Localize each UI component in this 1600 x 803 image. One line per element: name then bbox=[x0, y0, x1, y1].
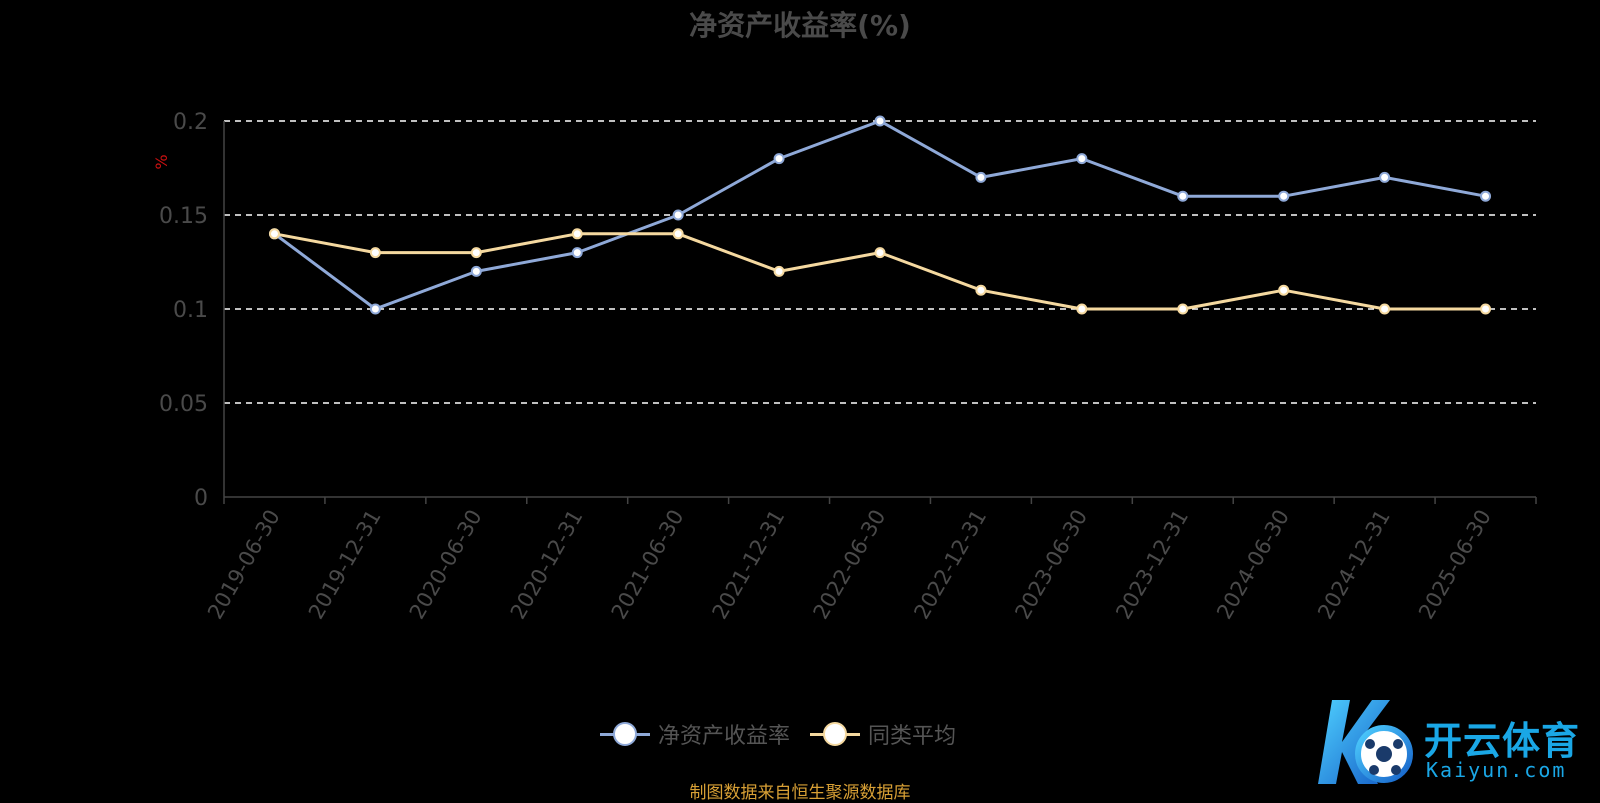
data-point-1 bbox=[268, 228, 280, 240]
x-tick-label: 2019-06-30 bbox=[203, 506, 285, 624]
data-point-0 bbox=[1278, 190, 1290, 202]
legend-swatch-roe bbox=[600, 721, 650, 747]
data-point-1 bbox=[369, 247, 381, 259]
source-note: 制图数据来自恒生聚源数据库 bbox=[689, 783, 911, 803]
x-tick-label: 2022-12-31 bbox=[909, 506, 991, 624]
y-tick-labels: 0 0.05 0.1 0.15 0.2 bbox=[159, 110, 208, 511]
data-point-1 bbox=[1379, 303, 1391, 315]
y-tick-label: 0.15 bbox=[159, 204, 208, 229]
x-tick-label: 2023-12-31 bbox=[1111, 506, 1193, 624]
series-lines bbox=[268, 115, 1492, 315]
data-point-0 bbox=[1379, 171, 1391, 183]
data-point-0 bbox=[773, 153, 785, 165]
y-tick-label: 0 bbox=[194, 486, 208, 511]
x-tick-label: 2024-06-30 bbox=[1212, 506, 1294, 624]
x-tick-label: 2021-12-31 bbox=[708, 506, 790, 624]
legend: 净资产收益率 同类平均 bbox=[600, 718, 956, 750]
legend-swatch-peer-average bbox=[810, 721, 861, 747]
data-point-1 bbox=[571, 228, 583, 240]
y-tick-label: 0.05 bbox=[159, 392, 208, 417]
data-point-0 bbox=[571, 247, 583, 259]
watermark-brand: 开云体育 bbox=[1424, 719, 1581, 763]
data-point-0 bbox=[369, 303, 381, 315]
legend-item-roe[interactable]: 净资产收益率 bbox=[600, 718, 790, 750]
series-line-1 bbox=[274, 232, 1486, 311]
x-tick-label: 2023-06-30 bbox=[1010, 506, 1092, 624]
legend-label-peer-average: 同类平均 bbox=[868, 724, 957, 749]
data-point-0 bbox=[1177, 190, 1189, 202]
x-tick-label: 2025-06-30 bbox=[1414, 506, 1496, 624]
x-tick-label: 2021-06-30 bbox=[607, 506, 689, 624]
x-tick-label: 2022-06-30 bbox=[809, 506, 891, 624]
watermark-sub: Kaiyun.com bbox=[1426, 758, 1567, 782]
data-point-0 bbox=[470, 265, 482, 277]
watermark-logo: 开云体育 Kaiyun.com bbox=[1312, 692, 1592, 792]
x-tick-label: 2024-12-31 bbox=[1313, 506, 1395, 624]
x-tick-labels: 2019-06-30 2019-12-31 2020-06-30 2020-12-31… bbox=[203, 506, 1496, 624]
data-point-1 bbox=[975, 284, 987, 296]
x-tick-label: 2019-12-31 bbox=[304, 506, 386, 624]
legend-item-peer-average[interactable]: 同类平均 bbox=[810, 718, 956, 750]
data-point-1 bbox=[1480, 303, 1492, 315]
legend-label-roe: 净资产收益率 bbox=[658, 724, 791, 749]
x-tick-label: 2020-12-31 bbox=[506, 506, 588, 624]
data-point-0 bbox=[1076, 153, 1088, 165]
data-point-1 bbox=[1177, 303, 1189, 315]
y-tick-label: 0.1 bbox=[173, 298, 208, 323]
data-point-1 bbox=[1076, 303, 1088, 315]
data-point-0 bbox=[975, 171, 987, 183]
axes bbox=[223, 121, 1537, 504]
data-point-0 bbox=[1480, 190, 1492, 202]
x-tick-label: 2020-06-30 bbox=[405, 506, 487, 624]
grid-lines bbox=[224, 120, 1536, 404]
data-point-0 bbox=[874, 115, 886, 127]
data-point-1 bbox=[874, 247, 886, 259]
data-point-0 bbox=[672, 209, 684, 221]
y-axis-label: % bbox=[152, 154, 171, 169]
data-point-1 bbox=[1278, 284, 1290, 296]
data-point-1 bbox=[773, 265, 785, 277]
y-tick-label: 0.2 bbox=[173, 110, 208, 135]
kaiyun-logo-icon bbox=[1318, 700, 1413, 784]
chart-title: 净资产收益率(%) bbox=[689, 9, 911, 42]
data-point-1 bbox=[672, 228, 684, 240]
data-point-1 bbox=[470, 247, 482, 259]
